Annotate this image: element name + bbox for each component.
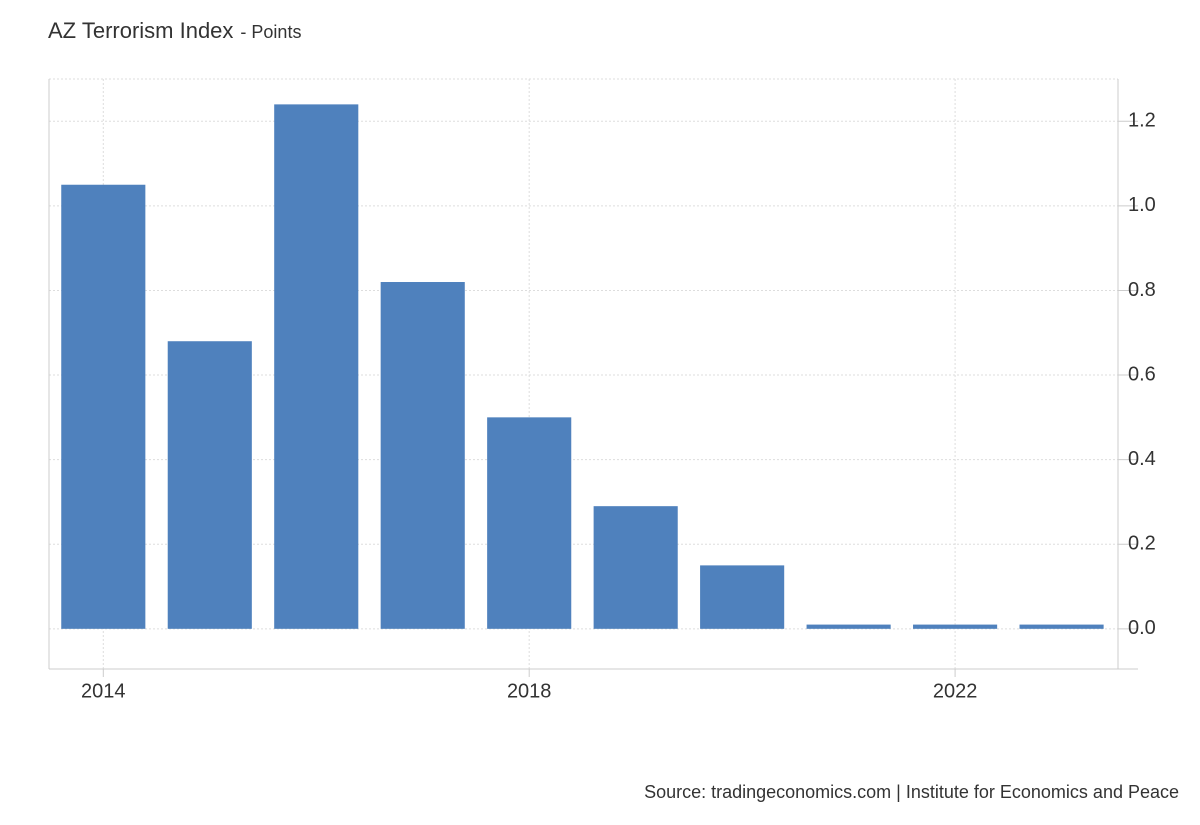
chart-title: AZ Terrorism Index: [48, 18, 233, 43]
bar: [806, 624, 891, 629]
x-tick-label: 2018: [507, 680, 552, 702]
bar: [913, 624, 998, 629]
bar: [274, 104, 359, 629]
chart-subtitle: - Points: [240, 22, 301, 42]
y-tick-label: 0.4: [1128, 448, 1156, 470]
bar: [593, 506, 678, 629]
bar: [380, 282, 465, 629]
y-tick-label: 1.2: [1128, 110, 1156, 132]
bar: [1019, 624, 1104, 629]
bar: [61, 184, 146, 629]
source: Source: tradingeconomics.com | Institute…: [644, 782, 1179, 802]
y-tick-label: 0.6: [1128, 363, 1156, 385]
bar: [167, 341, 252, 629]
x-tick-label: 2014: [81, 680, 126, 702]
y-tick-label: 1.0: [1128, 194, 1156, 216]
bar: [700, 565, 785, 629]
y-tick-label: 0.2: [1128, 533, 1156, 555]
y-tick-label: 0.0: [1128, 617, 1156, 639]
y-tick-label: 0.8: [1128, 279, 1156, 301]
bar: [487, 417, 572, 629]
x-tick-label: 2022: [933, 680, 978, 702]
